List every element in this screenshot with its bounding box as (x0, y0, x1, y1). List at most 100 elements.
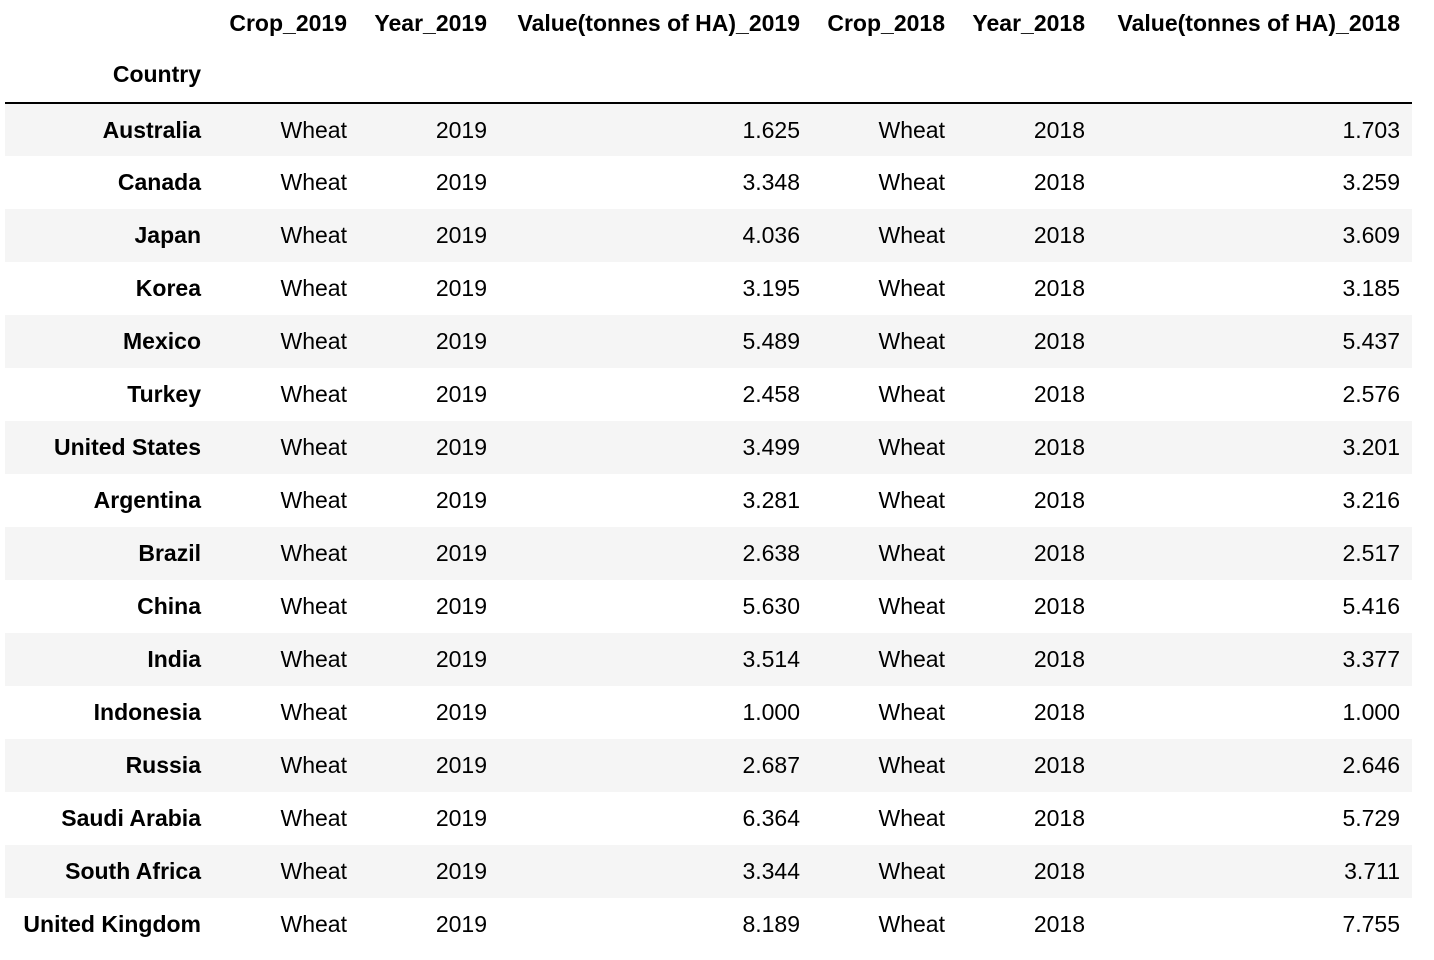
cell-year-2018: 2018 (1033, 699, 1085, 725)
cell-year-2018: 2018 (1033, 169, 1085, 195)
cell-crop-2018: Wheat (878, 593, 945, 619)
table-row: China Wheat 2019 5.630 Wheat 2018 5.416 (5, 580, 1412, 633)
cell-crop-2018: Wheat (878, 805, 945, 831)
cell-year-2019: 2019 (435, 752, 487, 778)
cell-value-2019: 2.687 (742, 752, 800, 778)
row-index-country: Korea (135, 275, 201, 301)
column-header-year-2019: Year_2019 (374, 9, 487, 36)
row-index-country: Brazil (138, 540, 201, 566)
cell-crop-2018: Wheat (878, 646, 945, 672)
cell-value-2019: 1.625 (742, 116, 800, 143)
table-row: United Kingdom Wheat 2019 8.189 Wheat 2018 7.7… (5, 898, 1412, 951)
cell-crop-2019: Wheat (280, 699, 347, 725)
cell-year-2018: 2018 (1033, 434, 1085, 460)
table-row: Indonesia Wheat 2019 1.000 Wheat 2018 1.000 (5, 686, 1412, 739)
cell-year-2018: 2018 (1033, 752, 1085, 778)
cell-year-2019: 2019 (435, 169, 487, 195)
cell-year-2018: 2018 (1033, 858, 1085, 884)
row-index-country: India (147, 646, 201, 672)
cell-value-2019: 3.499 (742, 434, 800, 460)
cell-value-2018: 5.729 (1342, 805, 1400, 831)
cell-value-2018: 2.576 (1342, 381, 1400, 407)
cell-year-2019: 2019 (435, 646, 487, 672)
cell-value-2018: 3.609 (1342, 222, 1400, 248)
cell-crop-2018: Wheat (878, 540, 945, 566)
dataframe-output: Crop_2019 Year_2019 Value(tonnes of HA)_… (5, 0, 1412, 951)
row-index-country: Canada (117, 169, 201, 195)
cell-year-2018: 2018 (1033, 487, 1085, 513)
row-index-country: United Kingdom (23, 911, 201, 937)
cell-value-2018: 3.185 (1342, 275, 1400, 301)
index-header-blank (1097, 46, 1412, 104)
index-header-row: Country (5, 46, 1412, 104)
table-row: Australia Wheat 2019 1.625 Wheat 2018 1.703 (5, 103, 1412, 156)
row-index-country: Saudi Arabia (61, 805, 201, 831)
table-row: Argentina Wheat 2019 3.281 Wheat 2018 3.216 (5, 474, 1412, 527)
cell-value-2019: 3.348 (742, 169, 800, 195)
cell-year-2019: 2019 (435, 328, 487, 354)
cell-crop-2019: Wheat (280, 434, 347, 460)
cell-year-2018: 2018 (1033, 805, 1085, 831)
cell-crop-2019: Wheat (280, 646, 347, 672)
cell-crop-2018: Wheat (878, 328, 945, 354)
row-index-country: Turkey (127, 381, 201, 407)
cell-crop-2019: Wheat (280, 222, 347, 248)
row-index-country: Australia (102, 116, 201, 143)
column-header-crop-2019: Crop_2019 (229, 9, 347, 36)
table-row: Brazil Wheat 2019 2.638 Wheat 2018 2.517 (5, 527, 1412, 580)
cell-value-2018: 3.377 (1342, 646, 1400, 672)
cell-value-2019: 3.514 (742, 646, 800, 672)
cell-year-2018: 2018 (1033, 328, 1085, 354)
index-header-blank (359, 46, 499, 104)
cell-crop-2019: Wheat (280, 858, 347, 884)
cell-value-2018: 1.703 (1342, 116, 1400, 143)
cell-year-2019: 2019 (435, 540, 487, 566)
cell-crop-2018: Wheat (878, 858, 945, 884)
cell-crop-2019: Wheat (280, 540, 347, 566)
row-index-country: Japan (134, 222, 201, 248)
cell-year-2019: 2019 (435, 434, 487, 460)
table-row: Mexico Wheat 2019 5.489 Wheat 2018 5.437 (5, 315, 1412, 368)
index-header-blank (499, 46, 812, 104)
cell-crop-2019: Wheat (280, 328, 347, 354)
row-index-country: Mexico (123, 328, 201, 354)
cell-year-2019: 2019 (435, 911, 487, 937)
cell-value-2019: 8.189 (742, 911, 800, 937)
cell-crop-2018: Wheat (878, 434, 945, 460)
column-header-row: Crop_2019 Year_2019 Value(tonnes of HA)_… (5, 0, 1412, 46)
cell-year-2019: 2019 (435, 222, 487, 248)
cell-crop-2019: Wheat (280, 805, 347, 831)
cell-value-2018: 5.416 (1342, 593, 1400, 619)
column-header-value-2018: Value(tonnes of HA)_2018 (1117, 9, 1400, 36)
cell-crop-2018: Wheat (878, 222, 945, 248)
row-index-country: Russia (125, 752, 201, 778)
cell-year-2019: 2019 (435, 699, 487, 725)
cell-value-2018: 1.000 (1342, 699, 1400, 725)
row-index-country: Argentina (93, 487, 201, 513)
cell-value-2019: 2.638 (742, 540, 800, 566)
table-row: Japan Wheat 2019 4.036 Wheat 2018 3.609 (5, 209, 1412, 262)
row-index-country: China (137, 593, 201, 619)
cell-crop-2018: Wheat (878, 116, 945, 143)
corner-cell (5, 0, 213, 46)
cell-value-2018: 2.517 (1342, 540, 1400, 566)
table-row: Turkey Wheat 2019 2.458 Wheat 2018 2.576 (5, 368, 1412, 421)
cell-crop-2018: Wheat (878, 381, 945, 407)
cell-year-2018: 2018 (1033, 275, 1085, 301)
cell-year-2018: 2018 (1033, 911, 1085, 937)
cell-value-2018: 2.646 (1342, 752, 1400, 778)
index-header-blank (957, 46, 1097, 104)
row-index-country: Indonesia (93, 699, 201, 725)
cell-value-2018: 3.259 (1342, 169, 1400, 195)
cell-year-2019: 2019 (435, 275, 487, 301)
cell-crop-2019: Wheat (280, 593, 347, 619)
cell-value-2018: 7.755 (1342, 911, 1400, 937)
dataframe-table: Crop_2019 Year_2019 Value(tonnes of HA)_… (5, 0, 1412, 951)
table-row: South Africa Wheat 2019 3.344 Wheat 2018 3.711 (5, 845, 1412, 898)
index-name-country: Country (5, 46, 213, 104)
cell-crop-2018: Wheat (878, 752, 945, 778)
cell-value-2018: 3.216 (1342, 487, 1400, 513)
index-header-blank (812, 46, 957, 104)
cell-value-2019: 6.364 (742, 805, 800, 831)
cell-year-2018: 2018 (1033, 540, 1085, 566)
